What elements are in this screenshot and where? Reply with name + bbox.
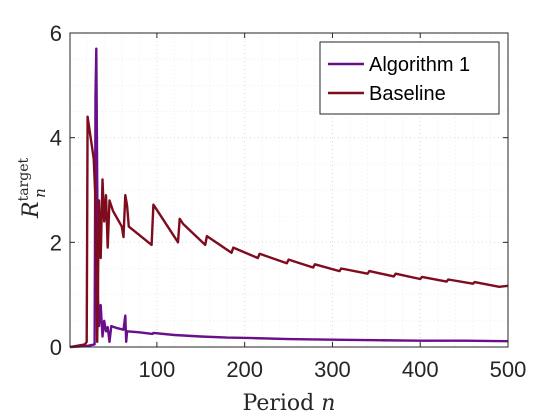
x-tick-label-300: 300 [314,357,351,382]
x-tick-label-500: 500 [490,357,527,382]
legend-box [319,41,500,115]
x-tick-label-200: 200 [226,357,263,382]
ticks: 100 200 300 400 500 0 2 4 6 [50,21,527,382]
legend: Algorithm 1 Baseline [319,41,500,115]
x-axis-label: Period n [243,391,336,416]
legend-label-baseline: Baseline [369,83,446,105]
x-tick-label-400: 400 [402,357,439,382]
legend-label-algorithm-1: Algorithm 1 [369,54,470,76]
series-line-algorithm-1 [69,47,509,349]
y-tick-label-2: 2 [50,230,62,255]
y-tick-label-4: 4 [50,126,62,151]
series-line-baseline [69,115,509,349]
y-tick-label-6: 6 [50,21,62,46]
y-tick-label-0: 0 [50,335,62,360]
x-tick-label-100: 100 [139,357,176,382]
plot-frame [69,32,509,348]
series-layer [69,47,509,349]
y-axis-label: Rtargetn [16,158,49,219]
axis-labels: Period n Rtargetn [16,158,335,416]
